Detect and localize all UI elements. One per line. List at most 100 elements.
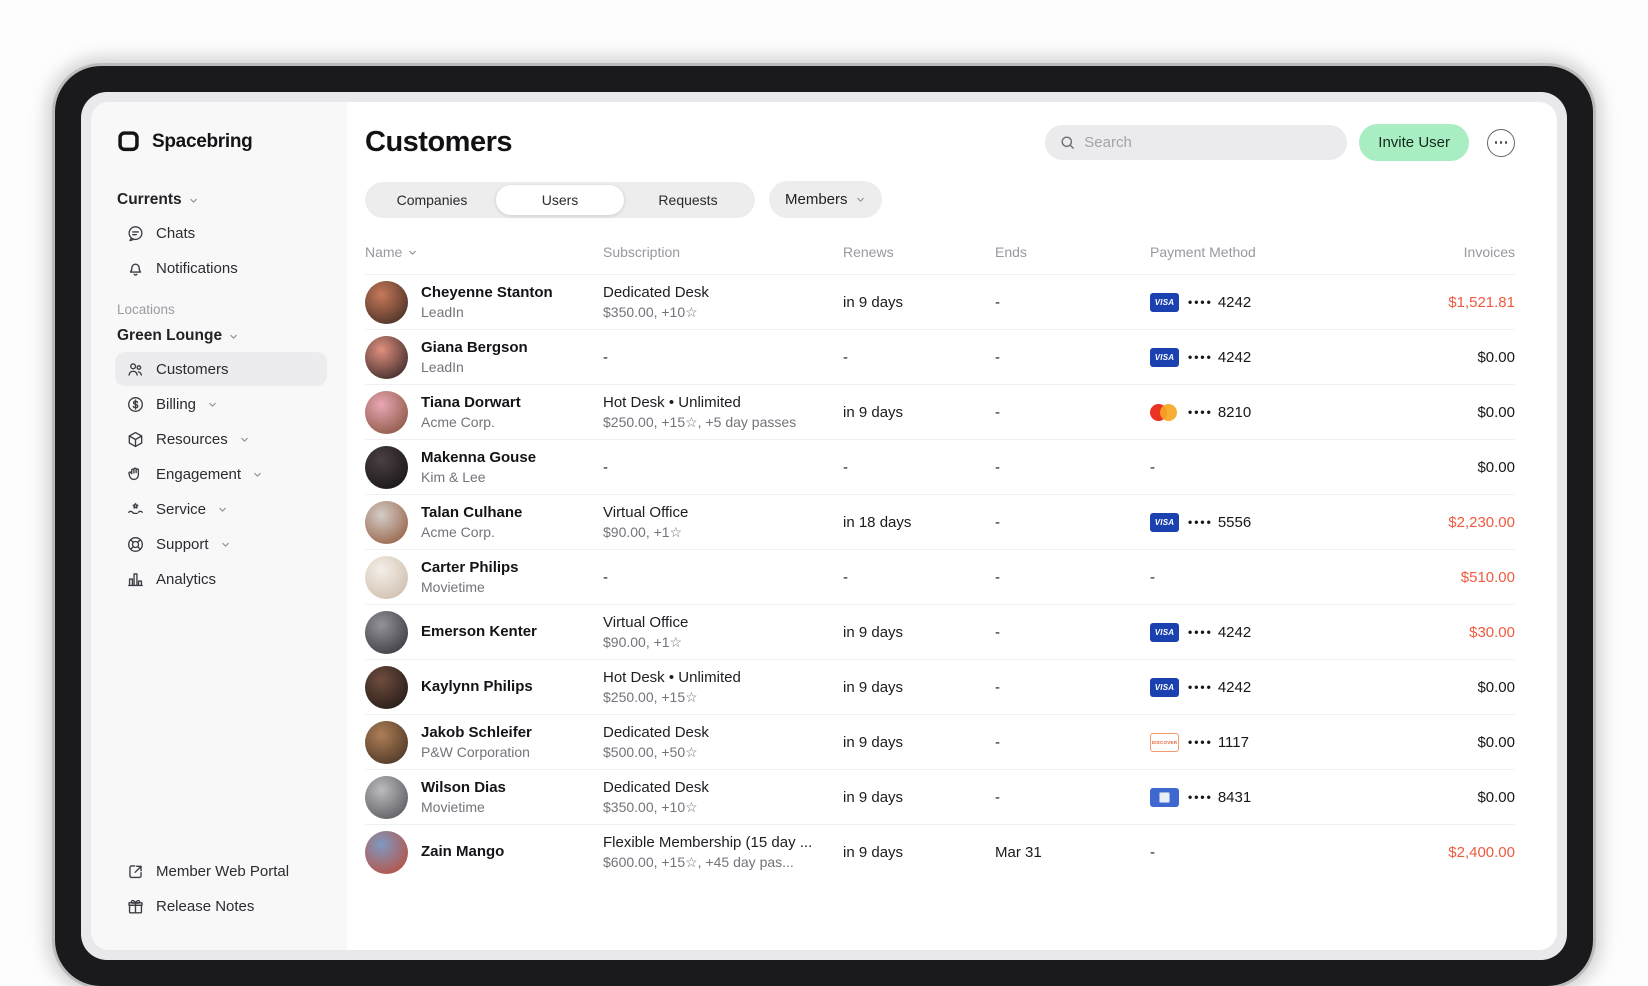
sidebar-item-billing[interactable]: Billing [115, 387, 327, 421]
column-header-payment[interactable]: Payment Method [1150, 244, 1256, 260]
column-header-subscription[interactable]: Subscription [603, 244, 681, 260]
external-icon [125, 861, 145, 881]
subscription-cell: Dedicated Desk $350.00, +10☆ [603, 282, 843, 321]
ends-cell: - [995, 623, 1000, 641]
subscription-plan: Hot Desk • Unlimited [603, 394, 741, 412]
sidebar-item-label: Release Notes [156, 897, 255, 915]
sidebar-item-analytics[interactable]: Analytics [115, 562, 327, 596]
sidebar-item-release-notes[interactable]: Release Notes [115, 889, 327, 923]
location-dropdown[interactable]: Green Lounge [115, 321, 327, 351]
subscription-cell: - [603, 567, 843, 588]
column-header-invoices[interactable]: Invoices [1463, 244, 1515, 260]
device-frame: Spacebring Currents Chats Notifications L… [55, 66, 1593, 986]
subscription-cell: Hot Desk • Unlimited $250.00, +15☆, +5 da… [603, 392, 843, 431]
tab-requests[interactable]: Requests [658, 191, 718, 208]
page-header: Customers Invite User [365, 124, 1515, 161]
card-last4: 1117 [1217, 733, 1249, 751]
ends-cell: - [995, 733, 1000, 751]
hand-icon [125, 464, 145, 484]
renews-cell: - [843, 568, 848, 586]
card-last4: 8431 [1217, 788, 1252, 806]
table-header: Name Subscription Renews Ends Payment Me… [365, 230, 1515, 274]
customer-name: Emerson Kenter [421, 622, 537, 640]
table-row[interactable]: Carter Philips Movietime - - - - $510.00 [365, 549, 1515, 604]
chart-icon [125, 569, 145, 589]
visa-card-icon: VISA [1150, 622, 1179, 642]
sidebar-item-support[interactable]: Support [115, 527, 327, 561]
customer-company: LeadIn [421, 304, 464, 321]
card-dots: •••• [1188, 295, 1213, 309]
sidebar-item-customers[interactable]: Customers [115, 352, 327, 386]
sidebar-item-service[interactable]: Service [115, 492, 327, 526]
subscription-plan: Dedicated Desk [603, 779, 709, 797]
chevron-down-icon [855, 194, 866, 205]
members-filter-label: Members [785, 191, 848, 208]
unionpay-card-icon [1150, 787, 1179, 807]
name-cell: Zain Mango [365, 830, 603, 874]
invoices-amount: $0.00 [1477, 678, 1515, 696]
card-last4: 5556 [1217, 513, 1252, 531]
customer-company: LeadIn [421, 359, 464, 376]
table-row[interactable]: Jakob Schleifer P&W Corporation Dedicated … [365, 714, 1515, 769]
name-cell: Makenna Gouse Kim & Lee [365, 445, 603, 489]
table-row[interactable]: Emerson Kenter Virtual Office $90.00, +1☆ i… [365, 604, 1515, 659]
table-row[interactable]: Zain Mango Flexible Membership (15 day ..… [365, 824, 1515, 879]
table-row[interactable]: Tiana Dorwart Acme Corp. Hot Desk • Unlimi… [365, 384, 1515, 439]
sidebar-item-label: Customers [156, 360, 229, 378]
more-options-button[interactable] [1487, 128, 1515, 157]
table-row[interactable]: Makenna Gouse Kim & Lee - - - - $0.00 [365, 439, 1515, 494]
spacebring-logo-icon [115, 128, 142, 155]
search-input[interactable] [1084, 134, 1334, 151]
sidebar-item-notifications[interactable]: Notifications [115, 251, 327, 285]
renews-cell: in 9 days [843, 678, 904, 696]
column-header-renews[interactable]: Renews [843, 244, 894, 260]
invite-user-button[interactable]: Invite User [1359, 124, 1469, 161]
currents-dropdown[interactable]: Currents [115, 185, 327, 215]
invoices-amount: $510.00 [1460, 568, 1515, 586]
sidebar-item-chats[interactable]: Chats [115, 216, 327, 250]
avatar [365, 445, 408, 489]
table-row[interactable]: Talan Culhane Acme Corp. Virtual Office $90… [365, 494, 1515, 549]
entity-tabs: Companies Users Requests [365, 181, 755, 218]
avatar [365, 665, 408, 709]
table-row[interactable]: Kaylynn Philips Hot Desk • Unlimited $250.… [365, 659, 1515, 714]
invoices-amount: $2,400.00 [1448, 843, 1515, 861]
table-row[interactable]: Wilson Dias Movietime Dedicated Desk $350.0… [365, 769, 1515, 824]
sidebar-nav-location: Customers Billing Resources Engagement Servi… [115, 351, 327, 597]
main-content: Customers Invite User Companie [347, 102, 1557, 950]
chevron-down-icon [228, 331, 239, 342]
card-dots: •••• [1188, 405, 1213, 419]
search-icon [1059, 134, 1076, 151]
subscription-price: $350.00, +10☆ [603, 799, 698, 816]
subscription-plan: - [603, 568, 608, 586]
column-header-ends[interactable]: Ends [995, 244, 1027, 260]
search-box [1045, 125, 1348, 160]
payment-method-cell: •••• 8431 [1150, 787, 1400, 807]
name-cell: Emerson Kenter [365, 610, 603, 654]
sidebar-item-engagement[interactable]: Engagement [115, 457, 327, 491]
dollar-icon [125, 394, 145, 414]
tab-companies[interactable]: Companies [396, 191, 468, 208]
subscription-cell: Flexible Membership (15 day ... $600.00, … [603, 832, 843, 871]
tab-users[interactable]: Users [496, 184, 624, 215]
visa-card-icon: VISA [1150, 347, 1179, 367]
table-row[interactable]: Giana Bergson LeadIn - - - VISA •••• 4242 $0.00 [365, 329, 1515, 384]
card-dots: •••• [1188, 680, 1213, 694]
avatar [365, 720, 408, 764]
subscription-price: $350.00, +10☆ [603, 304, 698, 321]
sidebar-item-label: Chats [156, 224, 196, 242]
customer-company: P&W Corporation [421, 744, 530, 761]
sidebar-item-label: Member Web Portal [156, 862, 290, 880]
sidebar-item-member-web-portal[interactable]: Member Web Portal [115, 854, 327, 888]
name-cell: Giana Bergson LeadIn [365, 335, 603, 379]
members-filter-dropdown[interactable]: Members [769, 181, 882, 218]
column-header-name[interactable]: Name [365, 244, 603, 260]
name-cell: Carter Philips Movietime [365, 555, 603, 599]
page-title: Customers [365, 126, 513, 158]
payment-method-cell: VISA •••• 4242 [1150, 292, 1400, 312]
subscription-price: $250.00, +15☆, +5 day passes [603, 414, 797, 431]
sidebar-item-resources[interactable]: Resources [115, 422, 327, 456]
card-last4: 8210 [1217, 403, 1252, 421]
table-row[interactable]: Cheyenne Stanton LeadIn Dedicated Desk $350… [365, 274, 1515, 329]
name-cell: Cheyenne Stanton LeadIn [365, 280, 603, 324]
